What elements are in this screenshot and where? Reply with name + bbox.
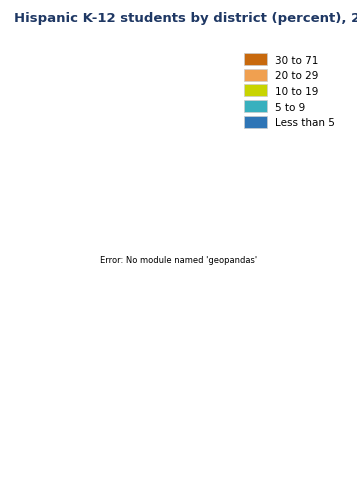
Legend: 30 to 71, 20 to 29, 10 to 19, 5 to 9, Less than 5: 30 to 71, 20 to 29, 10 to 19, 5 to 9, Le… (241, 52, 337, 131)
Text: Error: No module named 'geopandas': Error: No module named 'geopandas' (100, 255, 257, 264)
Text: Hispanic K-12 students by district (percent), 2019-2020: Hispanic K-12 students by district (perc… (14, 12, 357, 25)
